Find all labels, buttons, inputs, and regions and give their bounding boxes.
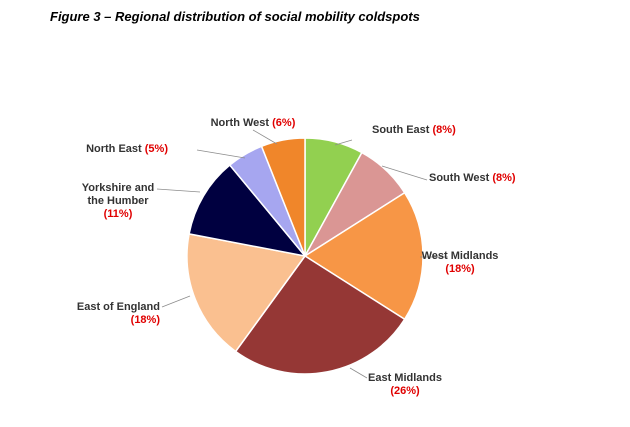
pie-slice-west-midlands <box>303 191 424 321</box>
leader-line-east-of-england <box>161 295 191 308</box>
leader-line-north-east <box>196 149 246 159</box>
slice-label-west-midlands: West Midlands (18%) <box>422 250 499 275</box>
pie-slice-east-midlands <box>234 254 406 375</box>
pie-slice-yorkshire-and-the-humber <box>188 164 307 258</box>
slice-label-south-west: South West (8%) <box>429 172 516 184</box>
leader-line-east-midlands <box>349 367 368 379</box>
leader-line-south-east <box>334 139 353 146</box>
slice-label-yorkshire-and-the-humber: Yorkshire and the Humber (11%) <box>82 182 155 220</box>
figure-title: Figure 3 – Regional distribution of soci… <box>50 9 420 24</box>
leader-line-south-west <box>381 165 428 181</box>
slice-label-east-midlands: East Midlands (26%) <box>368 372 442 397</box>
leader-line-yorkshire-and-the-humber <box>156 188 201 193</box>
pie-slice-east-of-england <box>186 233 307 353</box>
slice-label-north-east: North East (5%) <box>86 143 168 155</box>
slice-label-north-west: North West (6%) <box>211 117 296 129</box>
pie-slice-north-west <box>260 137 306 257</box>
leader-line-north-west <box>252 129 278 145</box>
slice-label-south-east: South East (8%) <box>372 124 456 136</box>
slice-label-east-of-england: East of England (18%) <box>77 301 160 326</box>
